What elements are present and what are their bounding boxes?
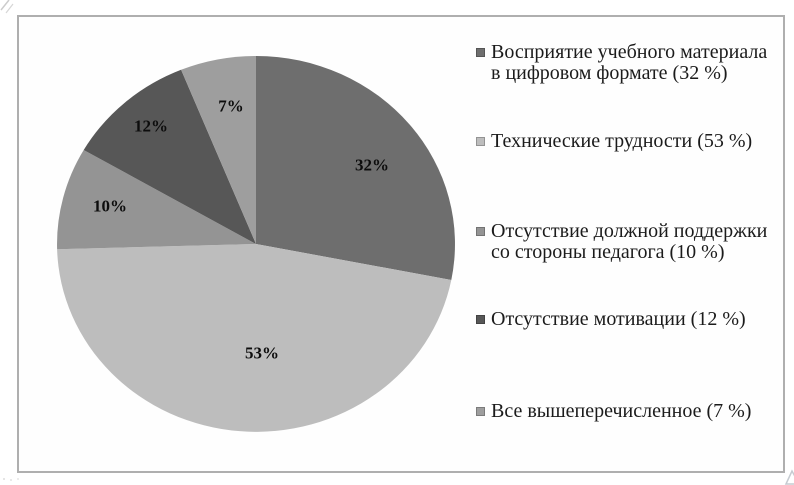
legend-marker-icon: [476, 407, 485, 416]
legend-label: Отсутствие мотивации (12 %): [491, 308, 746, 330]
pie-slice-10pct: [57, 150, 257, 250]
legend-item: Все вышеперечисленное (7 %): [476, 401, 776, 422]
slice-value-label: 10%: [93, 197, 127, 216]
slice-value-label: 32%: [355, 156, 389, 175]
legend-item: Технические трудности (53 %): [476, 131, 776, 152]
legend-label: Восприятие учебного материала в цифровом…: [491, 41, 768, 84]
pie-slice-12pct: [83, 69, 256, 244]
slice-value-label: 53%: [245, 344, 279, 363]
legend-item: Восприятие учебного материала в цифровом…: [476, 42, 776, 84]
legend-marker-icon: [476, 227, 485, 236]
legend: Восприятие учебного материала в цифровом…: [476, 0, 781, 485]
slice-value-label: 12%: [134, 117, 168, 136]
legend-item: Отсутствие мотивации (12 %): [476, 309, 776, 330]
legend-label: Отсутствие должной поддержки со стороны …: [491, 220, 768, 263]
pie-slice-7pct: [181, 55, 256, 244]
pie-slice-32pct: [256, 56, 455, 280]
legend-label: Все вышеперечисленное (7 %): [491, 400, 752, 422]
legend-marker-icon: [476, 137, 485, 146]
pie-slice-53pct: [57, 244, 452, 432]
legend-item: Отсутствие должной поддержки со стороны …: [476, 221, 776, 263]
legend-marker-icon: [476, 48, 485, 57]
legend-label: Технические трудности (53 %): [491, 130, 753, 152]
slice-value-label: 7%: [218, 97, 244, 116]
legend-marker-icon: [476, 315, 485, 324]
